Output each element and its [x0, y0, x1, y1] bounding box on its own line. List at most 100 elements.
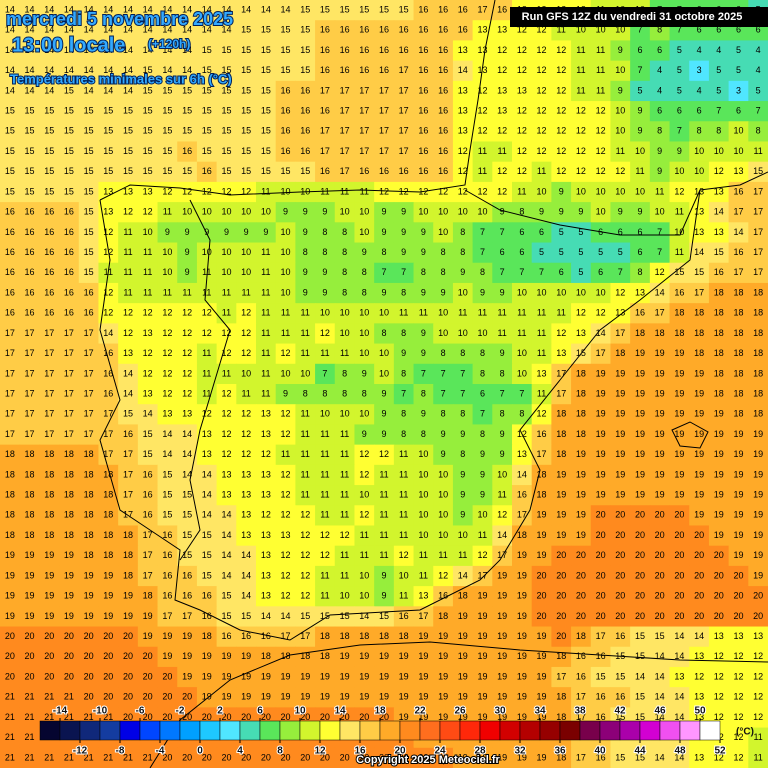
value-label: 20	[596, 510, 606, 520]
value-label: 15	[615, 712, 625, 722]
value-label: 19	[615, 368, 625, 378]
value-label: 18	[733, 287, 743, 297]
value-label: 10	[615, 65, 625, 75]
value-label: 12	[733, 692, 743, 702]
value-label: 20	[25, 671, 35, 681]
value-label: 18	[635, 328, 645, 338]
value-label: 10	[359, 207, 369, 217]
value-label: 12	[576, 106, 586, 116]
value-label: 15	[25, 126, 35, 136]
value-cell	[590, 202, 611, 223]
value-cell	[19, 747, 40, 768]
value-cell	[256, 323, 277, 345]
title-time: 13:00 locale	[12, 34, 125, 56]
value-label: 9	[381, 570, 386, 580]
value-cell	[748, 525, 768, 547]
value-label: 19	[694, 510, 704, 520]
value-label: 13	[103, 207, 113, 217]
colorbar-swatch	[639, 720, 661, 741]
value-cell	[590, 525, 611, 547]
value-cell	[354, 626, 375, 648]
value-cell	[492, 424, 513, 446]
value-label: 10	[379, 348, 389, 358]
value-label: 12	[241, 308, 251, 318]
value-cell	[649, 262, 671, 284]
value-label: 13	[694, 712, 704, 722]
value-cell	[492, 404, 513, 425]
value-cell	[708, 485, 730, 506]
value-label: 10	[458, 207, 468, 217]
value-cell	[728, 505, 749, 526]
value-cell	[295, 60, 316, 82]
value-cell	[630, 687, 651, 708]
value-cell	[433, 525, 454, 547]
value-label: 15	[635, 631, 645, 641]
value-cell	[334, 40, 355, 62]
value-cell	[59, 606, 80, 628]
value-label: 18	[576, 368, 586, 378]
value-cell	[39, 606, 60, 628]
value-cell	[39, 141, 60, 163]
value-label: 11	[163, 207, 172, 217]
value-label: 11	[241, 388, 250, 398]
value-cell	[19, 181, 40, 203]
value-label: 12	[477, 126, 487, 136]
value-label: 20	[261, 712, 271, 722]
value-cell	[216, 181, 237, 203]
value-cell	[393, 424, 415, 446]
value-cell	[472, 525, 493, 547]
value-label: 11	[340, 510, 349, 520]
value-cell	[630, 242, 651, 264]
value-label: 15	[300, 65, 310, 75]
value-cell	[295, 0, 316, 21]
value-cell	[531, 363, 552, 385]
value-cell	[354, 687, 375, 708]
value-cell	[728, 161, 749, 183]
value-cell	[196, 424, 218, 446]
value-cell	[98, 202, 119, 223]
value-cell	[512, 687, 533, 708]
value-cell	[177, 121, 198, 142]
value-label: 18	[103, 550, 113, 560]
value-cell	[256, 343, 277, 365]
value-cell	[177, 363, 198, 385]
value-cell	[19, 161, 40, 183]
value-label: 16	[596, 712, 606, 722]
value-cell	[413, 20, 434, 41]
value-cell	[19, 586, 40, 607]
value-cell	[236, 646, 257, 668]
value-cell	[492, 181, 513, 203]
value-label: 10	[733, 146, 743, 156]
value-label: 12	[143, 308, 153, 318]
colorbar-unit: (°C)	[736, 727, 754, 738]
colorbar-label: 52	[714, 746, 726, 757]
value-cell	[256, 0, 277, 21]
value-label: 11	[458, 308, 467, 318]
value-label: 9	[165, 227, 170, 237]
value-label: 18	[281, 651, 291, 661]
colorbar-label: 30	[494, 706, 506, 717]
value-cell	[669, 323, 690, 345]
value-label: 19	[221, 692, 231, 702]
value-label: 13	[261, 409, 271, 419]
value-cell	[118, 262, 139, 284]
value-label: 14	[261, 4, 271, 14]
value-cell	[334, 20, 355, 41]
value-cell	[236, 222, 257, 244]
value-cell	[551, 80, 572, 102]
value-label: 11	[596, 45, 605, 55]
value-label: 16	[596, 651, 606, 661]
value-cell	[78, 141, 99, 163]
value-cell	[98, 0, 119, 21]
value-label: 16	[162, 550, 172, 560]
value-cell	[708, 80, 730, 102]
value-label: 13	[143, 186, 153, 196]
value-label: 12	[182, 368, 192, 378]
value-cell	[59, 40, 80, 62]
value-cell	[118, 121, 139, 142]
value-cell	[118, 525, 139, 547]
value-cell	[571, 485, 592, 506]
value-label: 8	[401, 368, 406, 378]
value-label: 13	[497, 85, 507, 95]
value-cell	[512, 40, 533, 62]
